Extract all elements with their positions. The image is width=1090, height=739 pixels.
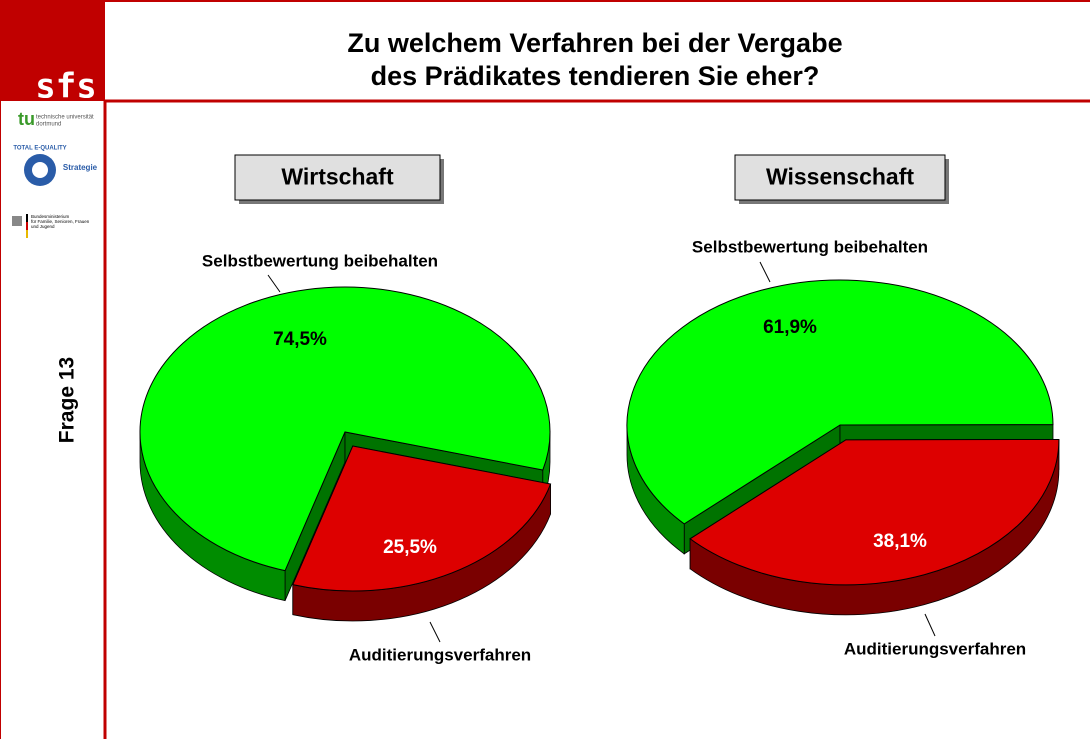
chart-title: Wirtschaft [281, 164, 394, 190]
slide-title: Zu welchem Verfahren bei der Vergabe [347, 28, 842, 58]
slide-title: des Prädikates tendieren Sie eher? [371, 61, 820, 91]
ministry: Bundesministerium [31, 214, 70, 219]
logo-block [0, 0, 105, 101]
category-label: Auditierungsverfahren [844, 639, 1026, 658]
flag [26, 214, 28, 222]
category-label: Auditierungsverfahren [349, 645, 531, 664]
leader-line [759, 261, 771, 283]
flag [26, 222, 28, 230]
value-label: 61,9% [763, 317, 817, 338]
slice [292, 445, 552, 592]
eagle [12, 216, 22, 226]
leader-line [924, 613, 936, 637]
quality: Strategie [63, 163, 98, 172]
quality: TOTAL E-QUALITY [13, 146, 66, 152]
tu-mark: tu [18, 109, 35, 129]
category-label: Selbstbewertung beibehalten [692, 237, 928, 256]
leader-line [267, 274, 281, 293]
university: dortmund [36, 122, 61, 128]
university: technische universität [36, 115, 94, 121]
value-label: 38,1% [873, 531, 927, 552]
ministry: für Familie, Senioren, Frauen [31, 219, 90, 224]
value-label: 74,5% [273, 329, 327, 350]
slice [626, 279, 1054, 525]
chart-title: Wissenschaft [766, 164, 914, 190]
quality-logo-inner [32, 162, 48, 178]
chart-title-box [234, 154, 441, 201]
category-label: Selbstbewertung beibehalten [202, 251, 438, 270]
logo-text: sfs [35, 67, 96, 107]
flag [26, 230, 28, 238]
value-label: 25,5% [383, 537, 437, 558]
chart-title-box [734, 154, 946, 201]
ministry: und Jugend [31, 224, 55, 229]
slice [689, 438, 1060, 586]
slice [139, 286, 551, 572]
leader-line [429, 621, 441, 643]
question-label: Frage 13 [56, 357, 79, 443]
